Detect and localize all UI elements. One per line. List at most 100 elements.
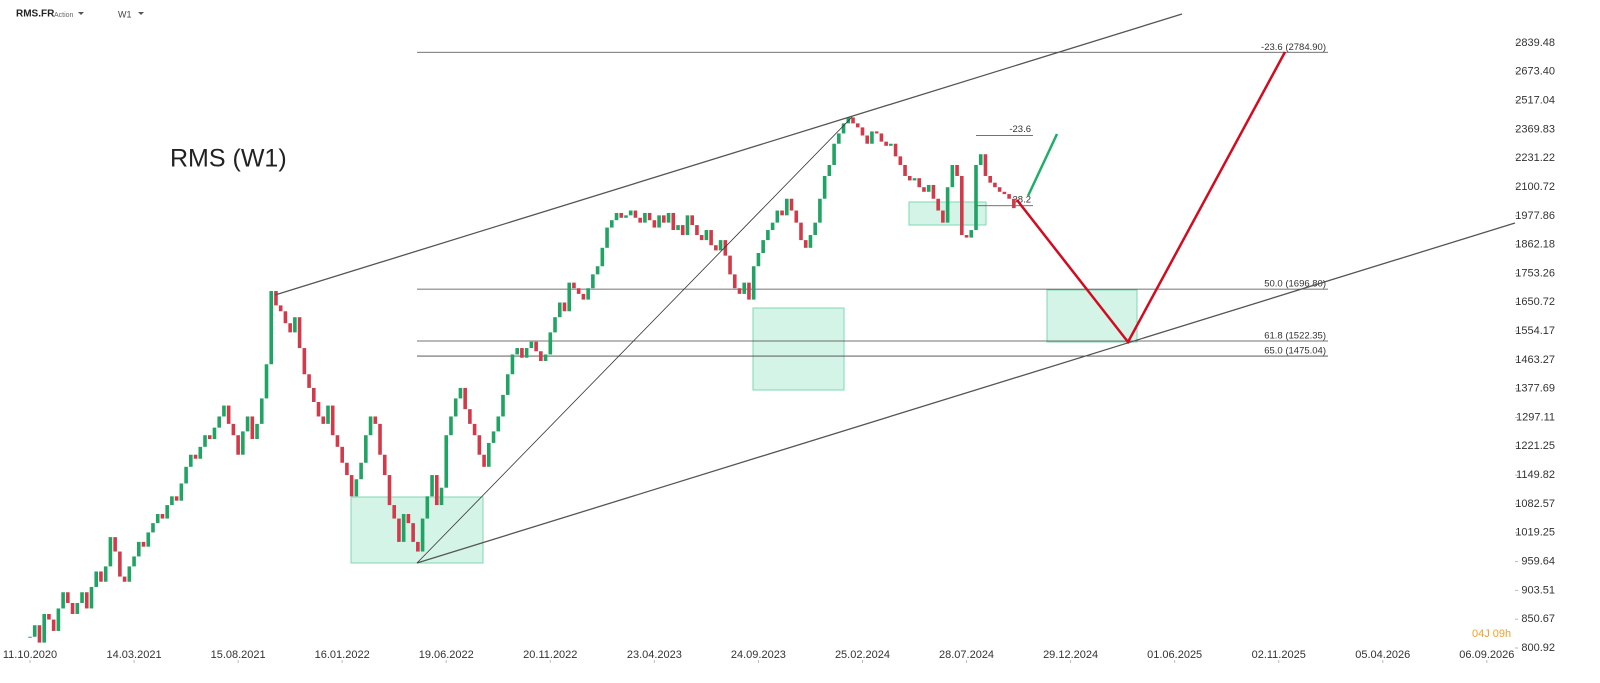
candle: [89, 586, 94, 609]
candle: [378, 423, 382, 455]
candle: [94, 571, 99, 587]
dropdown-arrow[interactable]: [78, 12, 84, 15]
candle: [482, 454, 486, 467]
candle: [141, 541, 146, 547]
fib-label: 61.8 (1522.35): [1264, 331, 1326, 342]
y-tick-label: 2839.48: [1515, 37, 1555, 49]
x-tick-label: 23.04.2023: [627, 649, 682, 661]
candle: [250, 416, 255, 440]
candle: [822, 175, 827, 199]
candle: [780, 210, 784, 216]
candle: [37, 625, 42, 643]
candle: [269, 291, 274, 365]
candle: [151, 523, 155, 533]
dropdown-arrow[interactable]: [138, 12, 144, 15]
candle: [832, 143, 836, 165]
y-tick-label: 2231.22: [1515, 152, 1555, 164]
candle: [652, 220, 657, 228]
y-tick-label: 959.64: [1521, 555, 1555, 567]
candle: [51, 619, 56, 631]
candle: [345, 462, 349, 476]
candle: [70, 602, 75, 614]
y-tick-label: 1297.11: [1516, 411, 1555, 423]
candle: [463, 387, 467, 410]
candle: [217, 416, 221, 428]
timeframe[interactable]: W1: [118, 9, 132, 19]
candle: [364, 435, 368, 463]
candle: [406, 514, 411, 524]
candle: [326, 405, 330, 424]
x-tick-label: 11.10.2020: [3, 649, 57, 661]
candle: [56, 608, 61, 631]
candle: [756, 253, 761, 267]
candle: [936, 198, 940, 211]
candle: [837, 133, 841, 144]
x-tick-label: 19.06.2022: [419, 649, 474, 661]
candle: [690, 215, 694, 226]
candle: [543, 354, 548, 361]
candle: [274, 291, 278, 306]
candle: [794, 210, 799, 223]
candle: [340, 446, 344, 463]
candle: [624, 215, 628, 218]
candle: [449, 416, 453, 436]
y-tick-label: 1221.25: [1515, 440, 1555, 452]
y-tick-label: 1149.82: [1516, 469, 1555, 481]
candle: [912, 178, 917, 181]
x-tick-label: 25.02.2024: [835, 649, 890, 661]
candle: [1012, 198, 1016, 209]
candle: [685, 215, 690, 236]
y-tick-label: 800.92: [1521, 642, 1555, 654]
candle: [974, 164, 978, 231]
candle: [193, 454, 198, 459]
candle: [695, 225, 699, 236]
candle: [785, 198, 789, 216]
candle: [472, 423, 477, 436]
candle: [108, 537, 113, 567]
candle: [302, 348, 307, 375]
candle: [392, 505, 397, 519]
y-tick-label: 1019.25: [1515, 527, 1555, 539]
candle: [113, 537, 117, 552]
candle: [316, 401, 321, 417]
candle: [950, 164, 955, 188]
candle: [572, 282, 576, 289]
candle: [723, 240, 728, 256]
candle: [988, 175, 992, 183]
candle: [903, 164, 907, 176]
candle: [993, 182, 997, 188]
candle: [539, 351, 543, 361]
candle: [591, 274, 595, 289]
fib-label: 38.2: [1013, 194, 1032, 205]
candle: [118, 551, 122, 577]
symbol[interactable]: RMS.FR: [16, 9, 55, 20]
candle: [524, 348, 529, 358]
candle: [851, 117, 855, 124]
candle: [1002, 191, 1007, 195]
candle: [453, 398, 458, 417]
fib-label: -23.6 (2784.90): [1261, 42, 1326, 53]
y-tick-label: 903.51: [1521, 584, 1555, 596]
candle: [671, 212, 676, 231]
y-tick-label: 2673.40: [1515, 66, 1555, 78]
candle: [766, 230, 770, 241]
candle: [312, 387, 316, 402]
candle: [222, 405, 226, 417]
candle: [680, 225, 685, 236]
candle: [359, 462, 363, 480]
x-tick-label: 28.07.2024: [939, 649, 994, 661]
candle: [505, 374, 510, 395]
candle: [600, 247, 605, 267]
candle: [75, 602, 80, 614]
candle: [510, 354, 515, 375]
candle: [468, 409, 472, 424]
candle: [799, 222, 803, 241]
candle: [628, 210, 633, 216]
candle: [879, 133, 884, 142]
candle: [179, 483, 184, 501]
x-tick-label: 05.04.2026: [1355, 649, 1410, 661]
candle: [42, 613, 46, 643]
candle: [553, 317, 557, 333]
candle: [775, 210, 780, 223]
candle: [964, 235, 969, 238]
